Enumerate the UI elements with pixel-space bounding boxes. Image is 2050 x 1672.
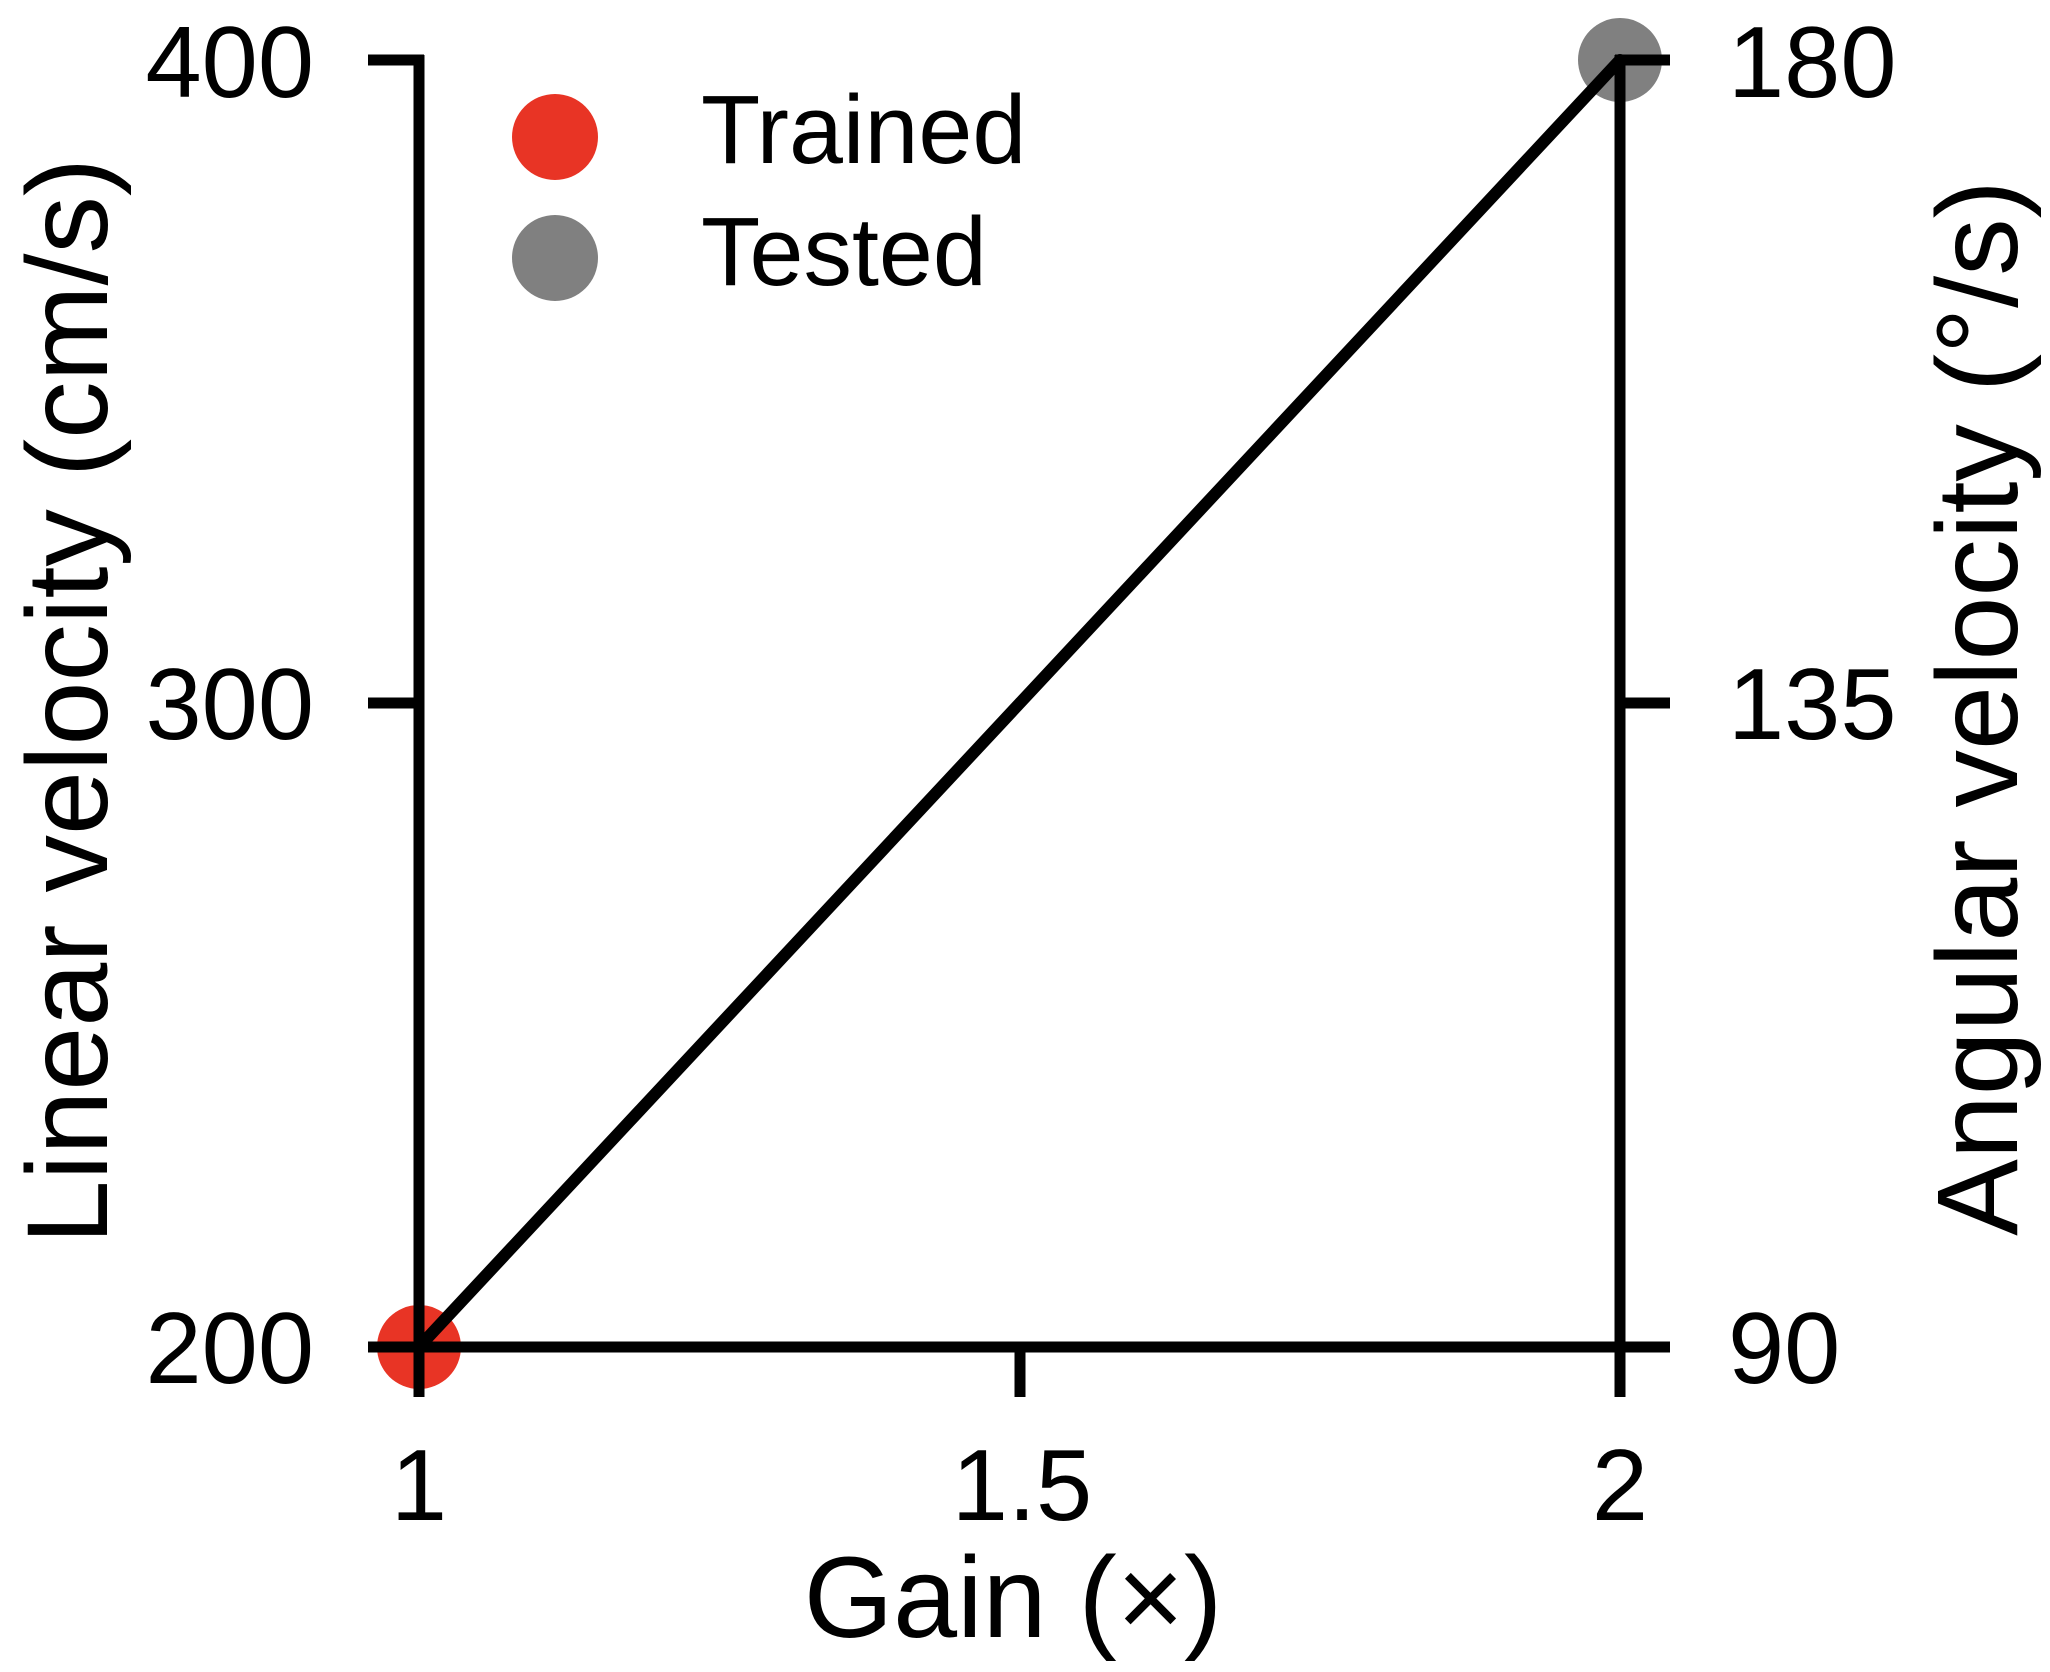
x-axis-title: Gain (×)	[804, 1534, 1223, 1662]
left-tick-label-200: 200	[145, 1293, 314, 1405]
x-tick-label-1: 1	[391, 1430, 447, 1542]
left-tick-label-400: 400	[145, 7, 314, 119]
left-y-axis-title: Linear velocity (cm/s)	[4, 158, 132, 1244]
legend-item-trained: Trained	[512, 75, 1026, 184]
right-y-axis-title: Angular velocity (°/s)	[1914, 180, 2042, 1236]
legend-tested-marker-icon	[512, 215, 598, 301]
x-tick-label-1.5: 1.5	[952, 1430, 1092, 1542]
left-tick-label-300: 300	[145, 649, 314, 761]
right-tick-label-180: 180	[1728, 7, 1897, 119]
x-tick-label-2: 2	[1592, 1430, 1648, 1542]
gain-velocity-line	[413, 54, 1626, 1353]
right-tick-label-135: 135	[1728, 649, 1897, 761]
legend-trained-label: Trained	[701, 75, 1026, 184]
legend: Trained Tested	[512, 75, 1026, 306]
axes	[368, 54, 1670, 1397]
right-tick-label-90: 90	[1728, 1293, 1840, 1405]
legend-item-tested: Tested	[512, 197, 987, 306]
legend-trained-marker-icon	[512, 94, 598, 180]
legend-tested-label: Tested	[701, 197, 987, 306]
